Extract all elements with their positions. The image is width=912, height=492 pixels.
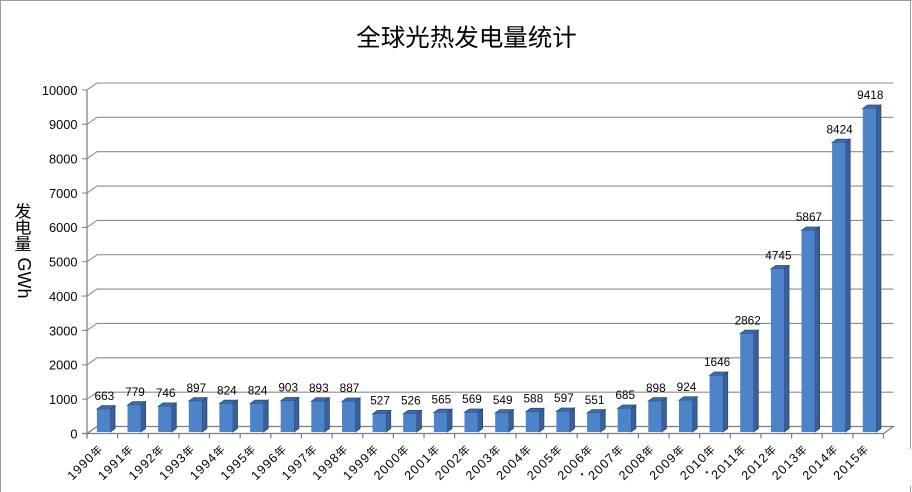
svg-text:551: 551 (585, 393, 605, 407)
svg-text:824: 824 (248, 383, 268, 397)
svg-text:565: 565 (432, 392, 452, 406)
svg-text:779: 779 (125, 385, 145, 399)
svg-text:GWh: GWh (14, 258, 34, 299)
svg-text:8424: 8424 (826, 122, 853, 136)
svg-text:527: 527 (370, 394, 390, 408)
svg-text:4745: 4745 (765, 249, 792, 263)
svg-text:5867: 5867 (796, 210, 822, 224)
svg-text:8000: 8000 (49, 152, 77, 167)
svg-text:9418: 9418 (857, 88, 884, 102)
svg-text:903: 903 (278, 381, 298, 395)
svg-text:898: 898 (646, 381, 666, 395)
svg-text:5000: 5000 (49, 255, 77, 270)
svg-text:7000: 7000 (49, 186, 77, 201)
svg-text:897: 897 (186, 381, 206, 395)
svg-text:10000: 10000 (42, 83, 78, 98)
svg-text:3000: 3000 (49, 323, 77, 338)
svg-text:893: 893 (309, 381, 329, 395)
svg-text:685: 685 (615, 388, 635, 402)
svg-text:824: 824 (217, 383, 237, 397)
svg-text:746: 746 (156, 386, 176, 400)
svg-text:9000: 9000 (49, 117, 77, 132)
svg-text:4000: 4000 (49, 289, 77, 304)
svg-text:6000: 6000 (49, 220, 77, 235)
svg-text:588: 588 (523, 392, 543, 406)
svg-text:2862: 2862 (735, 313, 761, 327)
svg-text:0: 0 (70, 426, 77, 441)
svg-text:569: 569 (462, 392, 482, 406)
svg-text:549: 549 (493, 393, 513, 407)
svg-text:597: 597 (554, 391, 574, 405)
svg-text:663: 663 (95, 389, 115, 403)
svg-text:526: 526 (401, 394, 421, 408)
svg-text:887: 887 (340, 381, 360, 395)
svg-text:2000: 2000 (49, 358, 77, 373)
svg-text:924: 924 (677, 380, 697, 394)
svg-text:1000: 1000 (49, 392, 77, 407)
svg-text:1646: 1646 (704, 355, 731, 369)
